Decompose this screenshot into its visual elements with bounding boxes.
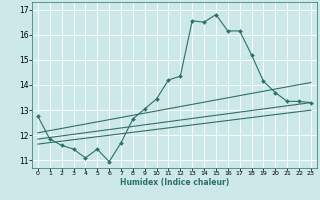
X-axis label: Humidex (Indice chaleur): Humidex (Indice chaleur) [120,178,229,187]
